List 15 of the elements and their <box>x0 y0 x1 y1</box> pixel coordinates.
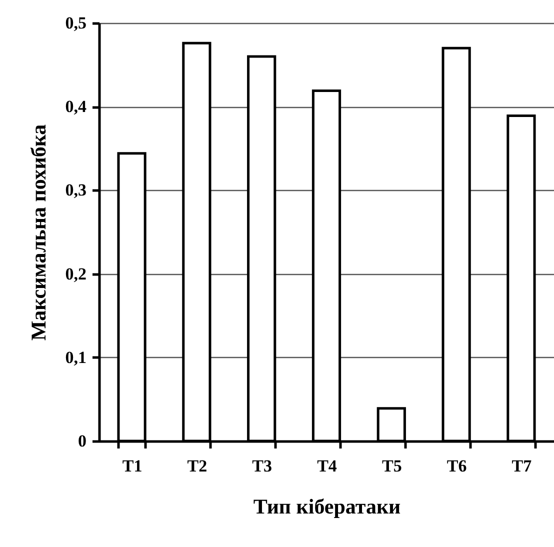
y-tick-label: 0,2 <box>65 264 86 284</box>
x-tick-label: T7 <box>512 456 532 476</box>
y-tick-label: 0 <box>78 432 86 450</box>
y-tick-label: 0,4 <box>65 97 87 116</box>
x-tick-label: T1 <box>122 456 142 476</box>
x-tick-label: T6 <box>446 456 467 476</box>
y-axis-title: Максимальна похибка <box>26 124 50 341</box>
y-tick-label: 0,3 <box>65 180 86 200</box>
y-tick-label: 0,5 <box>65 14 86 32</box>
x-axis-title: Тип кібератаки <box>253 494 401 518</box>
x-tick-label: T2 <box>187 456 208 476</box>
x-tick-label: T3 <box>252 456 272 476</box>
x-tick-label: T5 <box>382 456 402 476</box>
y-tick-label: 0,1 <box>65 348 86 367</box>
x-tick-label: T4 <box>317 456 338 476</box>
